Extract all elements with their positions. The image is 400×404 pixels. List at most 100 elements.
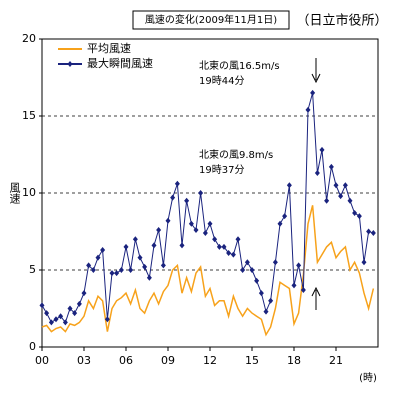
chart-subtitle: （日立市役所） — [296, 13, 387, 29]
x-tick-label: 03 — [77, 354, 91, 367]
marker — [100, 246, 106, 253]
marker — [202, 230, 208, 237]
marker — [282, 213, 288, 220]
marker — [361, 259, 367, 266]
marker — [216, 243, 222, 250]
marker — [142, 263, 148, 270]
y-tick-label: 20 — [22, 32, 36, 45]
series — [41, 205, 375, 337]
marker — [207, 220, 213, 227]
marker — [310, 89, 316, 96]
marker — [240, 267, 246, 273]
marker — [170, 194, 176, 201]
y-tick-label: 15 — [22, 109, 36, 122]
marker — [193, 226, 199, 233]
marker — [342, 182, 348, 189]
marker — [338, 193, 344, 200]
marker — [352, 210, 358, 217]
annotation: 北東の風9.8m/s — [199, 148, 273, 161]
marker — [146, 274, 152, 281]
line — [41, 205, 375, 337]
marker — [39, 302, 45, 309]
marker — [277, 220, 283, 227]
marker — [188, 220, 194, 227]
arrow-down — [311, 58, 321, 84]
marker — [347, 197, 353, 204]
marker — [286, 182, 292, 189]
marker — [244, 259, 250, 266]
x-tick-label: 00 — [35, 354, 49, 367]
marker — [114, 270, 120, 277]
marker — [272, 259, 278, 266]
marker — [160, 262, 166, 269]
marker — [212, 236, 218, 243]
marker — [230, 251, 236, 258]
y-tick-label: 5 — [29, 263, 36, 276]
x-tick-label: 06 — [119, 354, 133, 367]
marker — [62, 319, 68, 326]
marker — [296, 262, 302, 269]
legend-marker — [67, 61, 73, 67]
legend-label: 平均風速 — [87, 42, 131, 55]
marker — [76, 300, 82, 307]
marker — [174, 180, 180, 187]
marker — [165, 217, 171, 224]
legend-label: 最大瞬間風速 — [87, 56, 153, 70]
marker — [128, 267, 134, 273]
x-axis-label: (時) — [359, 372, 377, 384]
arrow-up — [311, 286, 321, 310]
marker — [86, 262, 92, 269]
marker — [67, 305, 73, 312]
marker — [118, 267, 124, 273]
chart-title: 風速の変化(2009年11月1日) — [145, 13, 277, 26]
x-tick-label: 21 — [329, 354, 343, 367]
x-tick-label: 18 — [287, 354, 301, 367]
marker — [123, 243, 129, 250]
marker — [72, 310, 78, 317]
annotation: 19時37分 — [199, 164, 244, 176]
marker — [104, 316, 110, 323]
y-axis-label: 風速 — [8, 182, 21, 204]
marker — [48, 319, 54, 326]
marker — [58, 313, 64, 320]
marker — [95, 254, 101, 261]
annotation: 北東の風16.5m/s — [199, 59, 280, 72]
y-tick-label: 10 — [22, 186, 36, 199]
marker — [254, 277, 260, 284]
title-box — [132, 10, 290, 30]
marker — [324, 197, 330, 204]
annotation: 19時44分 — [199, 75, 244, 87]
marker — [291, 282, 297, 289]
marker — [221, 243, 227, 250]
marker — [300, 287, 306, 294]
marker — [328, 163, 334, 170]
marker — [314, 169, 320, 176]
marker — [356, 213, 362, 220]
line — [41, 92, 374, 324]
series — [39, 89, 376, 326]
marker — [198, 190, 204, 196]
marker — [333, 182, 339, 189]
marker — [44, 310, 50, 317]
marker — [263, 308, 269, 315]
marker — [132, 236, 138, 243]
marker — [151, 242, 157, 249]
marker — [370, 230, 376, 237]
x-tick-label: 12 — [203, 354, 217, 367]
x-tick-label: 15 — [245, 354, 259, 367]
marker — [81, 290, 87, 297]
marker — [268, 297, 274, 304]
marker — [235, 236, 241, 243]
marker — [319, 146, 325, 153]
x-tick-label: 09 — [161, 354, 175, 367]
y-tick-label: 0 — [29, 340, 36, 353]
marker — [53, 316, 59, 323]
marker — [156, 226, 162, 233]
marker — [90, 267, 96, 273]
marker — [366, 228, 372, 235]
marker — [226, 250, 232, 257]
marker — [109, 270, 115, 277]
marker — [249, 267, 255, 273]
marker — [258, 290, 264, 297]
